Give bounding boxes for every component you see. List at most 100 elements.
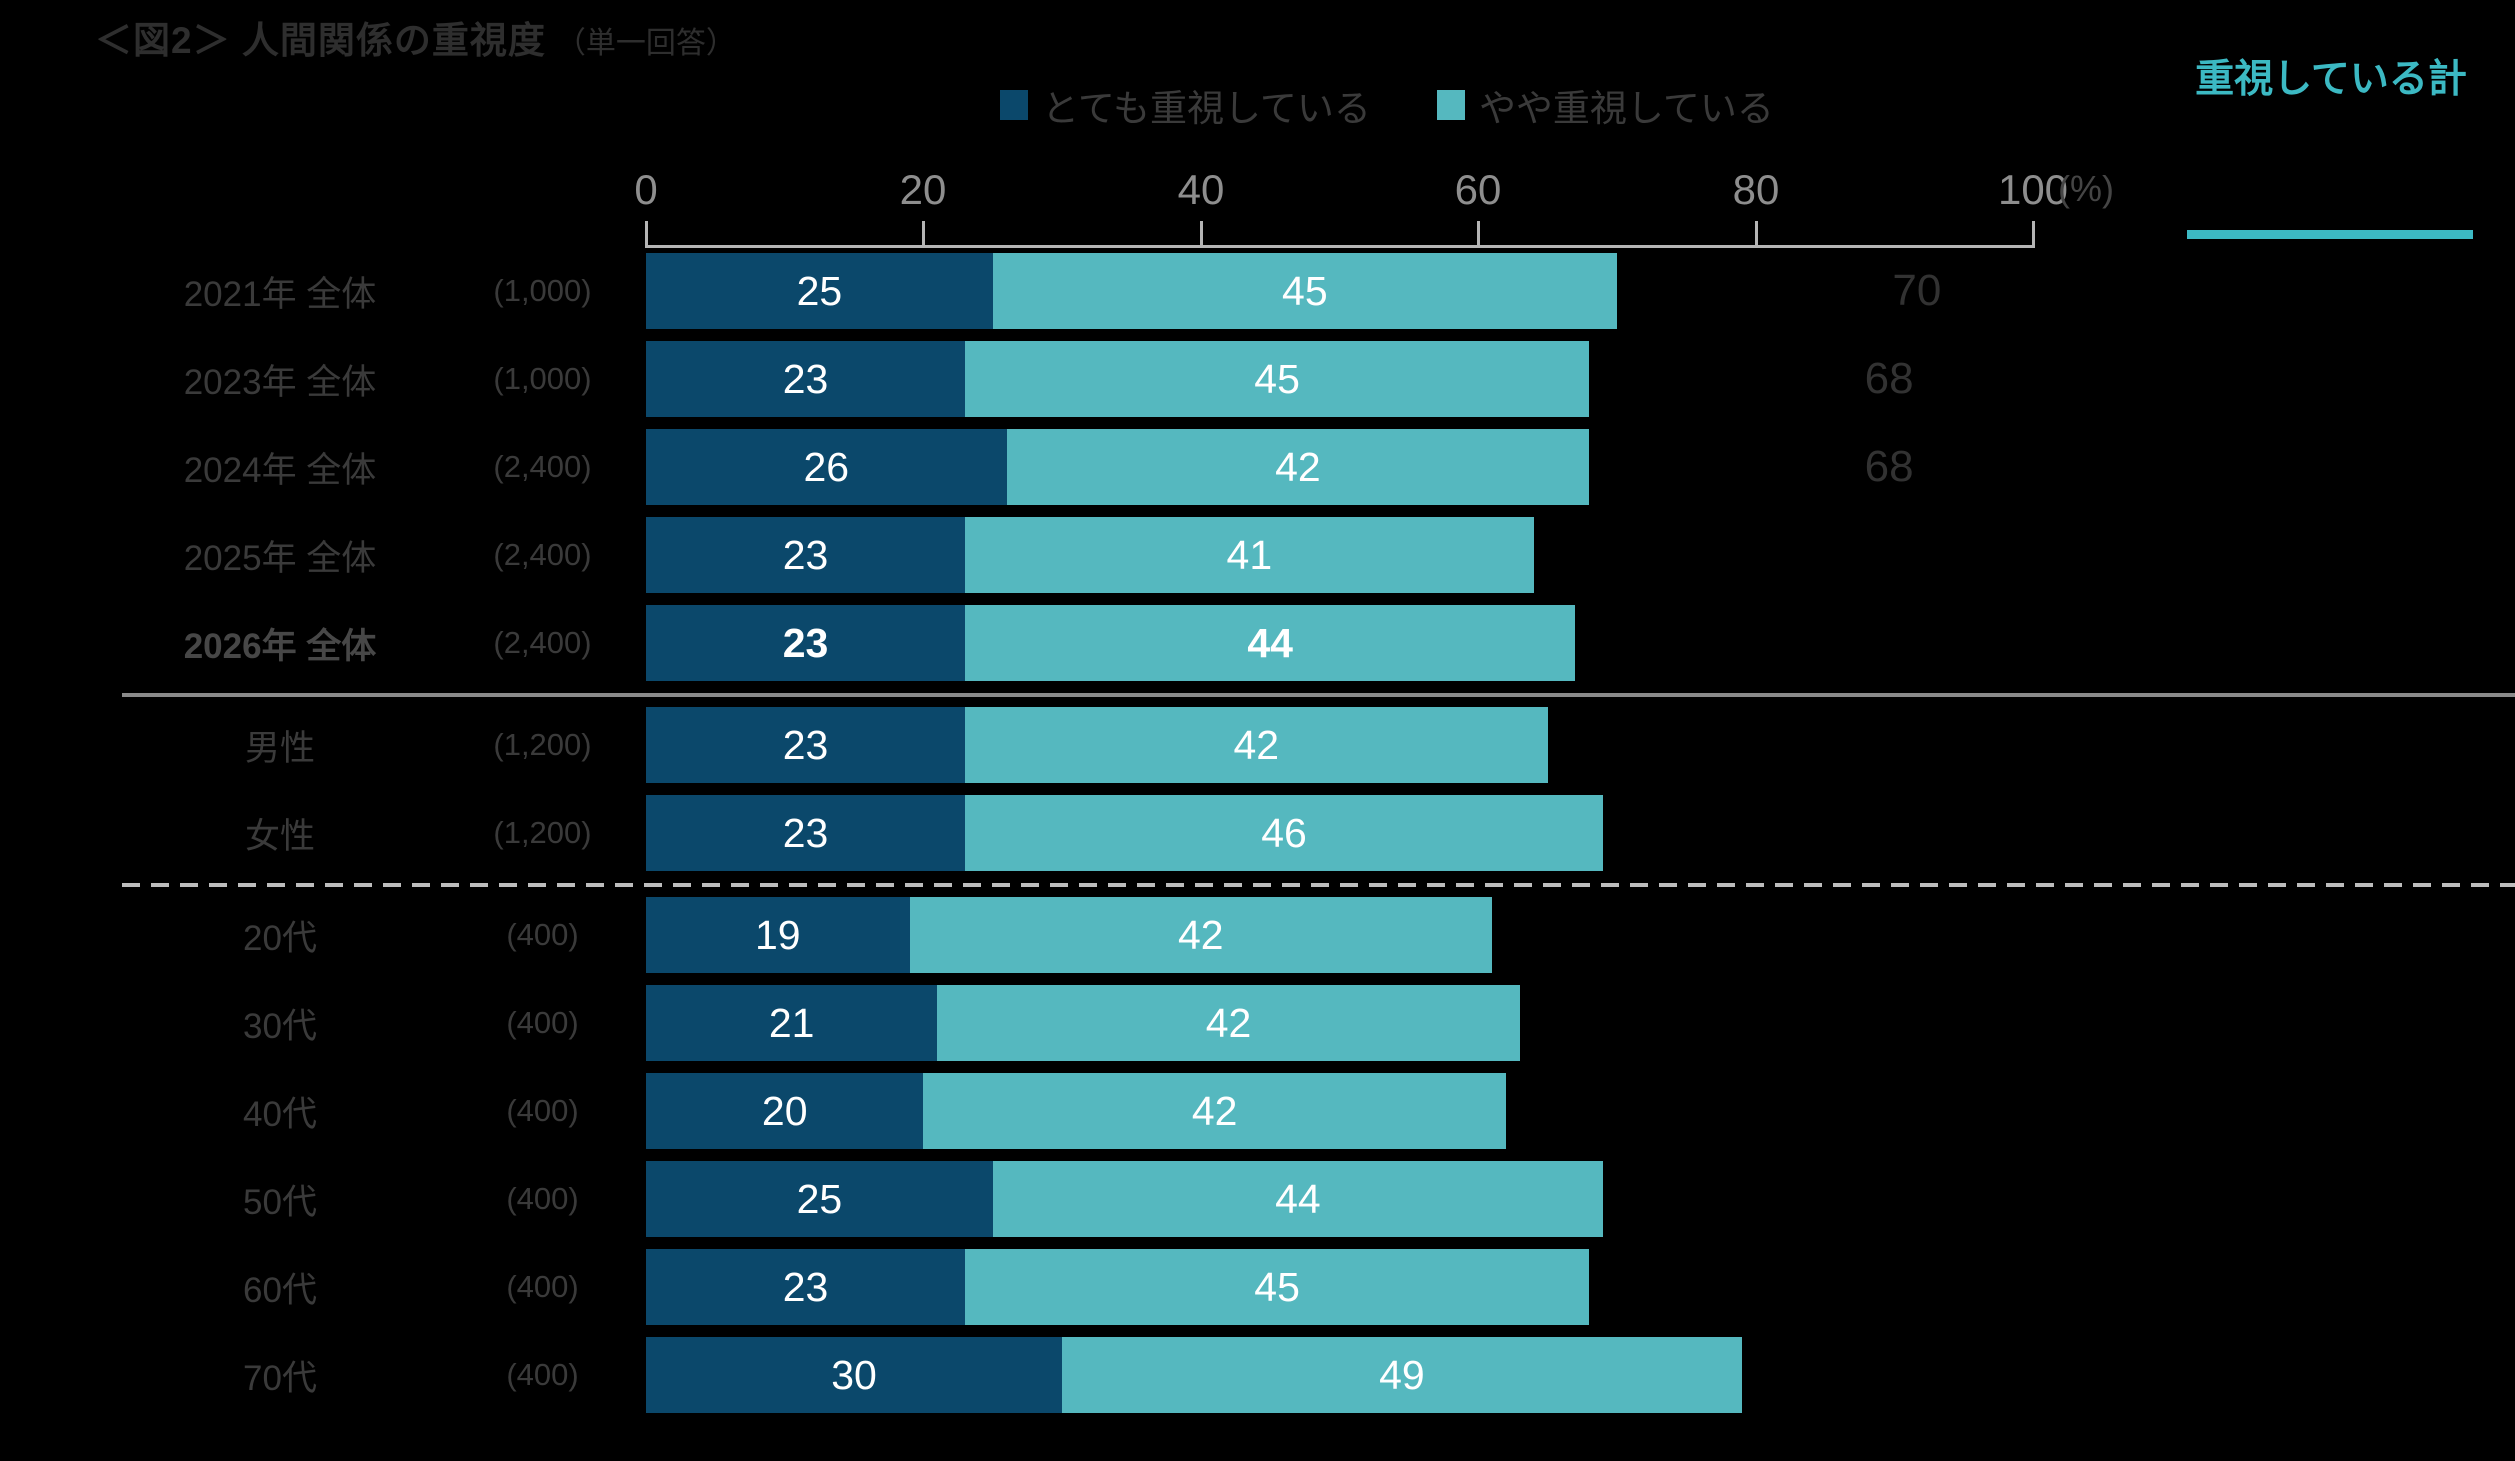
row-category-label: 20代 <box>243 918 317 958</box>
stacked-bar: 25 45 <box>646 253 1617 329</box>
row-sample-size: (400) <box>506 1357 579 1392</box>
table-row: 60代 (400) 23 45 <box>0 1249 2515 1325</box>
legend-swatch-teal <box>1436 90 1465 120</box>
row-sample-size: (400) <box>506 1269 579 1304</box>
stacked-bar: 23 44 <box>646 605 1576 681</box>
stacked-bar: 23 41 <box>646 517 1534 593</box>
x-axis-unit-label: (%) <box>2058 168 2114 209</box>
chart-title-main: ＜図2＞ 人間関係の重視度 <box>95 20 546 61</box>
separator-dashed <box>122 883 2515 887</box>
bar-segment-very-important: 23 <box>646 517 965 593</box>
bar-segment-very-important: 25 <box>646 253 993 329</box>
bar-segment-very-important: 19 <box>646 897 910 973</box>
stacked-bar: 26 42 <box>646 429 1590 505</box>
bar-segment-somewhat-important: 44 <box>965 605 1576 681</box>
row-category-label: 2025年 全体 <box>183 538 377 578</box>
stacked-bar: 20 42 <box>646 1073 1506 1149</box>
stacked-bar: 23 46 <box>646 795 1604 871</box>
table-row: 20代 (400) 19 42 <box>0 897 2515 973</box>
x-axis-tick-100 <box>2032 221 2035 248</box>
bar-value-somewhat-important: 45 <box>1254 1263 1300 1310</box>
bar-value-somewhat-important: 46 <box>1261 809 1307 856</box>
bar-value-somewhat-important: 42 <box>1191 1087 1238 1134</box>
row-total-value: 68 <box>1864 354 1914 403</box>
bar-value-somewhat-important: 49 <box>1379 1351 1425 1398</box>
stacked-bar: 23 45 <box>646 341 1590 417</box>
legend-label-series2: やや重視している <box>1478 88 1774 129</box>
bar-value-somewhat-important: 42 <box>1233 721 1280 768</box>
bar-segment-very-important: 30 <box>646 1337 1063 1413</box>
legend-swatch-dark-blue <box>1000 90 1028 120</box>
bar-segment-very-important: 23 <box>646 707 965 783</box>
bar-segment-somewhat-important: 45 <box>965 341 1590 417</box>
row-category-label: 2026年 全体 <box>183 626 377 666</box>
bar-segment-very-important: 23 <box>646 605 965 681</box>
bar-segment-somewhat-important: 42 <box>1006 429 1590 505</box>
row-sample-size: (1,000) <box>493 361 592 396</box>
table-row: 男性 (1,200) 23 42 <box>0 707 2515 783</box>
row-category-label: 2021年 全体 <box>183 274 377 314</box>
bar-segment-somewhat-important: 42 <box>909 897 1493 973</box>
table-row: 2023年 全体 (1,000) 23 45 68 <box>0 341 2515 417</box>
row-sample-size: (400) <box>506 1181 579 1216</box>
x-axis-tick-0 <box>645 221 648 248</box>
total-column-header: 重視している計 <box>2195 58 2467 101</box>
x-axis-label-80: 80 <box>1732 166 1780 213</box>
row-total-value: 70 <box>1892 266 1942 315</box>
table-row: 70代 (400) 30 49 <box>0 1337 2515 1413</box>
bar-segment-very-important: 21 <box>646 985 938 1061</box>
bar-segment-somewhat-important: 46 <box>965 795 1604 871</box>
bar-segment-somewhat-important: 41 <box>965 517 1534 593</box>
legend-item-series1: とても重視している <box>1000 78 1371 132</box>
bar-segment-somewhat-important: 42 <box>937 985 1520 1061</box>
row-category-label: 60代 <box>243 1270 317 1310</box>
x-axis-label-100: 100 <box>1997 166 2069 213</box>
bar-value-somewhat-important: 42 <box>1205 999 1252 1046</box>
row-sample-size: (2,400) <box>493 537 592 572</box>
legend-label-series1: とても重視している <box>1042 88 1371 129</box>
row-category-label: 40代 <box>243 1094 317 1134</box>
bar-value-very-important: 23 <box>782 355 829 402</box>
bar-value-very-important: 20 <box>761 1087 808 1134</box>
table-row: 2024年 全体 (2,400) 26 42 68 <box>0 429 2515 505</box>
bar-segment-very-important: 25 <box>646 1161 993 1237</box>
bar-segment-somewhat-important: 42 <box>923 1073 1506 1149</box>
x-axis-tick-60 <box>1477 221 1480 248</box>
bar-value-somewhat-important: 45 <box>1282 267 1328 314</box>
chart-title-note: （単一回答） <box>555 27 736 60</box>
table-row: 2025年 全体 (2,400) 23 41 <box>0 517 2515 593</box>
row-sample-size: (2,400) <box>493 449 592 484</box>
chart-title: ＜図2＞ 人間関係の重視度 （単一回答） <box>95 10 736 64</box>
bar-value-somewhat-important: 44 <box>1247 619 1293 666</box>
bar-value-very-important: 23 <box>782 1263 829 1310</box>
bar-segment-somewhat-important: 45 <box>965 1249 1590 1325</box>
x-axis-label-0: 0 <box>634 166 658 213</box>
bar-value-very-important: 25 <box>796 267 843 314</box>
bar-segment-somewhat-important: 42 <box>965 707 1548 783</box>
bar-value-somewhat-important: 42 <box>1275 443 1321 490</box>
x-axis-tick-20 <box>922 221 925 248</box>
x-axis: 0 20 40 60 80 100 (%) <box>634 166 2114 248</box>
row-category-label: 30代 <box>243 1006 317 1046</box>
row-total-value: 68 <box>1864 442 1914 491</box>
stacked-bar: 19 42 <box>646 897 1493 973</box>
bar-value-somewhat-important: 42 <box>1177 911 1224 958</box>
bar-value-very-important: 19 <box>754 911 801 958</box>
bar-segment-somewhat-important: 45 <box>992 253 1617 329</box>
bar-value-somewhat-important: 45 <box>1254 355 1300 402</box>
bar-rows: 2021年 全体 (1,000) 25 45 70 2023年 全体 (1,00… <box>0 253 2515 1425</box>
separator-solid <box>122 693 2515 697</box>
bar-value-very-important: 23 <box>782 619 829 666</box>
row-sample-size: (400) <box>506 917 579 952</box>
row-sample-size: (400) <box>506 1093 579 1128</box>
bar-segment-very-important: 20 <box>646 1073 924 1149</box>
row-sample-size: (2,400) <box>493 625 592 660</box>
table-row: 30代 (400) 21 42 <box>0 985 2515 1061</box>
row-sample-size: (400) <box>506 1005 579 1040</box>
table-row: 女性 (1,200) 23 46 <box>0 795 2515 871</box>
row-category-label: 2023年 全体 <box>183 362 377 402</box>
x-axis-label-60: 60 <box>1454 166 1502 213</box>
bar-value-very-important: 25 <box>796 1175 843 1222</box>
table-row: 2026年 全体 (2,400) 23 44 <box>0 605 2515 681</box>
